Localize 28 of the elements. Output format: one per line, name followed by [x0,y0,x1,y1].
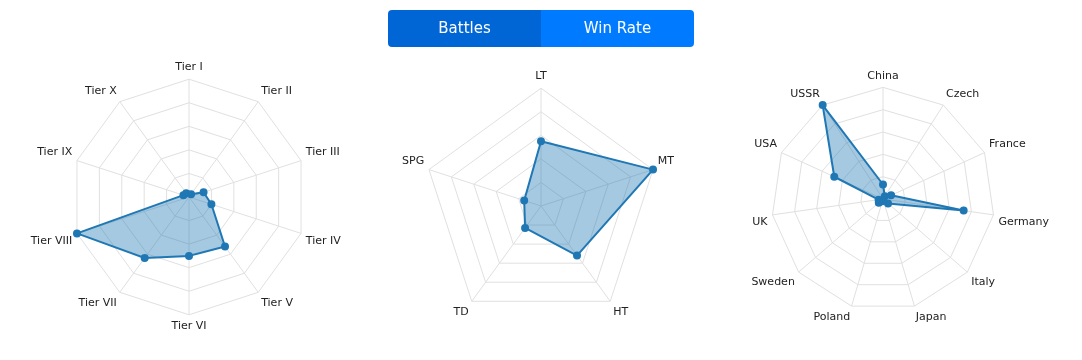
spoke-label: Sweden [751,274,796,288]
spoke-label: Tier VII [77,295,117,309]
spoke-label: Poland [813,310,851,324]
spoke-label: Japan [915,310,947,324]
tab-button: Win Rate [541,10,694,47]
spoke-label: Tier I [173,60,203,74]
spoke-label: Tier VIII [29,234,72,248]
spoke-label: Tier X [83,83,117,97]
spoke-label: Tier III [304,145,340,159]
spoke-label: Germany [998,215,1050,229]
spoke-label: Czech [946,87,980,101]
spoke-label: LT [535,69,547,83]
spoke-label: UK [752,215,769,229]
spoke-label: Tier VI [170,319,207,333]
spoke-label: Tier II [259,83,292,97]
spoke-label: USA [754,136,778,150]
selected-tab-button: Battles [388,10,541,47]
spoke-label: China [867,68,900,82]
spoke-label: USSR [790,87,821,101]
spoke-label: Tier V [259,295,294,309]
spoke-label: SPG [402,154,425,168]
spoke-label: Tier IX [35,145,73,159]
spoke-label: Tier IV [304,234,341,248]
spoke-label: MT [657,154,675,168]
spoke-label: HT [613,304,629,318]
spoke-label: Italy [971,274,996,288]
spoke-label: TD [452,304,469,318]
spoke-label: France [989,136,1027,150]
